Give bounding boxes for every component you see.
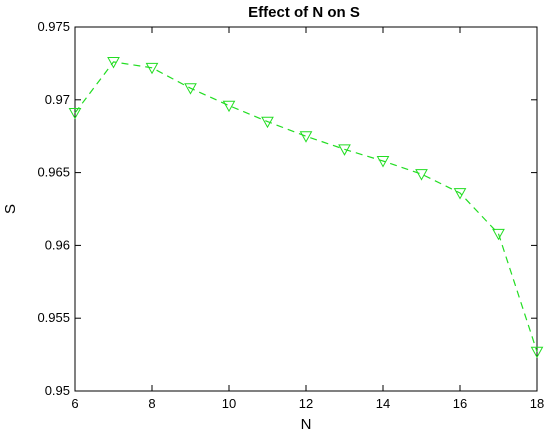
series-layer bbox=[68, 57, 544, 359]
y-tick-label: 0.96 bbox=[45, 237, 70, 252]
y-axis-label: S bbox=[2, 204, 19, 214]
x-tick-label: 16 bbox=[453, 396, 467, 411]
series-line bbox=[74, 61, 538, 352]
data-point-marker bbox=[299, 131, 313, 143]
data-point-marker bbox=[222, 100, 236, 113]
data-point-marker bbox=[107, 57, 120, 69]
x-tick-label: 10 bbox=[222, 396, 236, 411]
plot-area-frame bbox=[74, 26, 538, 392]
x-tick-label: 14 bbox=[376, 396, 390, 411]
x-axis-label: N bbox=[301, 416, 312, 433]
data-point-marker bbox=[530, 346, 544, 359]
y-tick-label: 0.975 bbox=[37, 19, 70, 34]
data-point-marker bbox=[492, 228, 505, 241]
chart-title: Effect of N on S bbox=[248, 4, 360, 21]
x-tick-label: 8 bbox=[148, 396, 155, 411]
data-point-marker bbox=[376, 156, 390, 168]
x-tick-label: 18 bbox=[530, 396, 544, 411]
data-point-marker bbox=[453, 188, 467, 200]
data-point-marker bbox=[261, 116, 274, 129]
x-axis: 6 8 10 12 14 16 18 bbox=[71, 27, 544, 411]
data-point-marker bbox=[415, 169, 428, 181]
y-tick-label: 0.965 bbox=[37, 165, 70, 180]
y-tick-label: 0.955 bbox=[37, 310, 70, 325]
data-point-marker bbox=[145, 62, 159, 75]
x-tick-label: 6 bbox=[71, 396, 78, 411]
data-point-marker bbox=[184, 83, 197, 95]
y-axis: 0.95 0.955 0.96 0.965 0.97 0.975 bbox=[37, 19, 537, 398]
y-tick-label: 0.97 bbox=[45, 92, 70, 107]
data-point-marker bbox=[68, 108, 82, 120]
data-point-marker bbox=[338, 144, 351, 156]
y-tick-label: 0.95 bbox=[45, 383, 70, 398]
x-tick-label: 12 bbox=[299, 396, 313, 411]
